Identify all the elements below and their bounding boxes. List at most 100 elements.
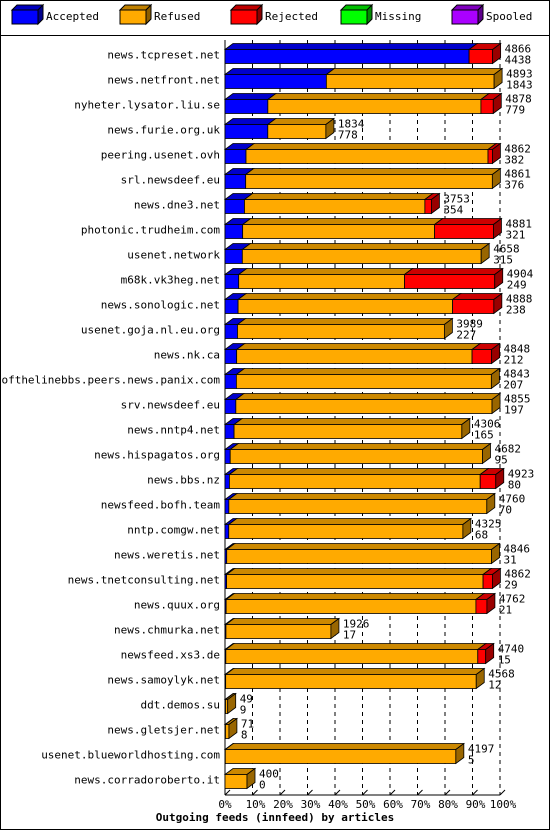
total-label: 4740 [498, 643, 525, 656]
bar-side [495, 467, 505, 490]
bar-segment-rejected [482, 574, 493, 589]
site-label: srl.newsdeef.eu [121, 174, 220, 187]
bar-top-accepted [223, 118, 277, 125]
legend-label-missing: Missing [375, 10, 421, 23]
bar-side [492, 567, 501, 590]
total-label: 4888 [506, 293, 532, 306]
bar-row [223, 467, 505, 490]
x-tick-label: 10% [246, 798, 266, 811]
bar-top-refused [229, 443, 492, 450]
x-tick-label: 90% [466, 798, 486, 811]
bar-side [462, 517, 472, 540]
accepted-label: 80 [508, 479, 521, 492]
legend-item-accepted: Accepted [10, 3, 99, 26]
site-label: news.corradoroberto.it [74, 774, 220, 787]
bar-segment-refused [225, 724, 230, 739]
accepted-label: 21 [499, 604, 512, 617]
bar-side [491, 542, 500, 565]
site-label: news.tnetconsulting.net [68, 574, 220, 587]
bar-segment-refused [237, 299, 453, 314]
accepted-label: 315 [493, 254, 513, 267]
bar-row [223, 67, 504, 90]
bar-side [486, 492, 496, 515]
x-tick-label: 100% [490, 798, 517, 811]
bar-top-rejected [433, 218, 503, 225]
bar-segment-rejected [434, 224, 494, 239]
legend-label-refused: Refused [154, 10, 200, 23]
bar-top-refused [243, 193, 435, 200]
bar-row [223, 42, 502, 65]
bar-segment-rejected [452, 299, 495, 314]
bar-top-refused [236, 293, 462, 300]
total-label: 4325 [475, 518, 502, 531]
bar-segment-refused [241, 249, 482, 264]
total-label: 4846 [504, 543, 531, 556]
accepted-label: 197 [504, 404, 524, 417]
bar-row [223, 567, 502, 590]
bar-segment-refused [236, 349, 473, 364]
accepted-label: 165 [474, 429, 494, 442]
bar-row [223, 742, 466, 765]
site-label: news.samoylyk.net [107, 674, 220, 687]
site-label: newsfeed.xs3.de [121, 649, 220, 662]
bar-top-refused [235, 368, 501, 375]
legend-label-accepted: Accepted [46, 10, 99, 23]
total-label: 1926 [343, 618, 370, 631]
bar-row [223, 492, 496, 515]
accepted-label: 15 [498, 654, 511, 667]
bar-segment-accepted [224, 324, 238, 339]
bar-row [223, 242, 491, 265]
bar-top-refused [224, 668, 486, 675]
site-label: news.furie.org.uk [107, 124, 220, 137]
accepted-label: 382 [504, 154, 524, 167]
legend-label-rejected: Rejected [265, 10, 318, 23]
accepted-label: 68 [475, 529, 488, 542]
bar-side [246, 767, 256, 790]
bar-side [492, 42, 502, 65]
total-label: 4881 [505, 218, 531, 231]
bar-segment-refused [233, 424, 463, 439]
x-tick [334, 789, 341, 796]
bar-segment-refused [242, 224, 436, 239]
legend-item-missing: Missing [339, 3, 421, 26]
bar-segment-refused [229, 449, 483, 464]
bar-segment-refused [267, 99, 482, 114]
total-label: 4855 [504, 393, 531, 406]
accepted-label: 227 [456, 329, 476, 342]
total-label: 4923 [508, 468, 535, 481]
total-label: 4760 [499, 493, 526, 506]
bar-segment-refused [226, 574, 484, 589]
bar-segment-refused [235, 374, 492, 389]
bar-top-refused [234, 393, 502, 400]
bar-segment-refused [224, 749, 457, 764]
total-label: 4862 [504, 568, 531, 581]
bar-row [223, 517, 473, 540]
accepted-label: 12 [488, 679, 501, 692]
x-tick-label: 40% [328, 798, 348, 811]
accepted-label: 5 [468, 754, 475, 767]
bar-side [490, 367, 500, 390]
bar-segment-refused [238, 274, 405, 289]
accepted-label: 249 [507, 279, 527, 292]
total-label: 4861 [504, 168, 530, 181]
site-label: news.gletsjer.net [107, 724, 220, 737]
total-label: 400 [259, 768, 279, 781]
x-tick-label: 80% [438, 798, 458, 811]
x-axis: 0% 10% 20% 30% 40% 50% 60% 70% 80% 90% 100% [218, 789, 517, 811]
bar-segment-rejected [479, 474, 497, 489]
total-label: 4568 [488, 668, 515, 681]
bar-segment-accepted [224, 99, 269, 114]
x-tick-label: 20% [273, 798, 293, 811]
bar-row [223, 292, 504, 315]
site-label: photonic.trudheim.com [81, 224, 220, 237]
site-label: usenet.network [127, 249, 220, 262]
bar-segment-rejected [424, 199, 432, 214]
accepted-label: 207 [503, 379, 523, 392]
bar-segment-rejected [475, 599, 488, 614]
bar-segment-refused [237, 324, 445, 339]
x-tick [224, 789, 231, 796]
bar-segment-rejected [487, 149, 493, 164]
bar-top-refused [224, 618, 341, 625]
accepted-label: 212 [504, 354, 524, 367]
